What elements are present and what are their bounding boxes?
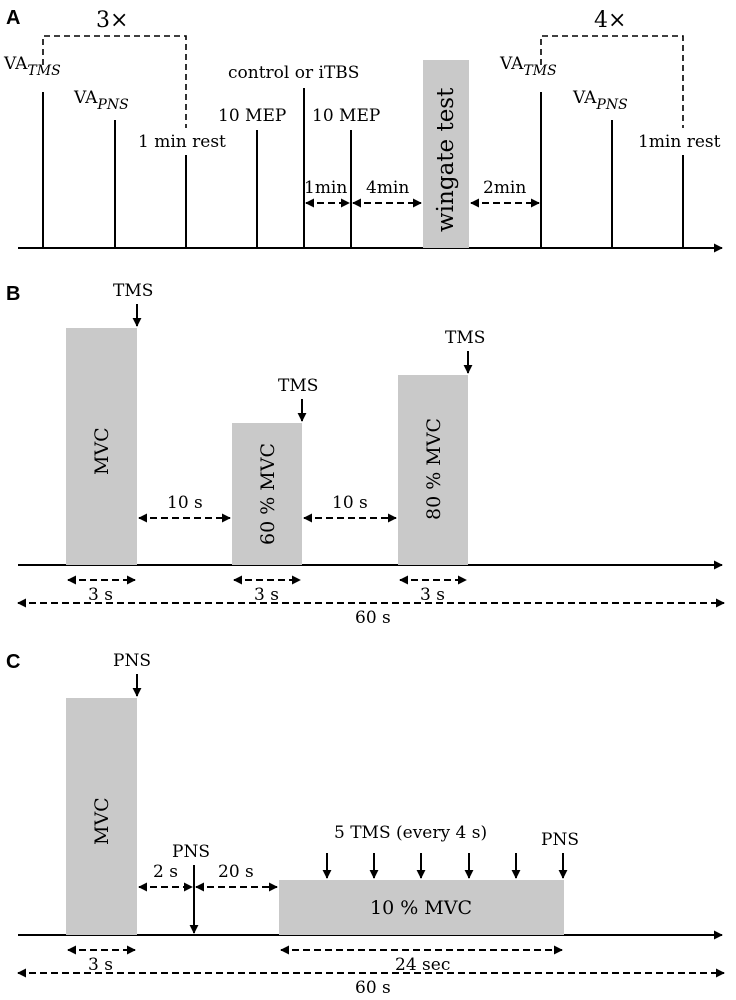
va-pns-label: VAPNS xyxy=(73,88,129,113)
va-pns2-label: VAPNS xyxy=(572,88,628,113)
mep2-label: 10 MEP xyxy=(312,106,380,126)
tms-train-label: 5 TMS (every 4 s) xyxy=(334,823,487,843)
gap-2min-label: 2min xyxy=(483,178,526,198)
repeat-count-right: 4× xyxy=(594,8,626,33)
pns-label-3: PNS xyxy=(541,830,579,850)
panel-c-letter: C xyxy=(6,651,20,673)
va-tms2-label: VATMS xyxy=(499,54,557,79)
panel-b: B MVC 60 % MVC 80 % MVC TMS TMS TMS 10 s… xyxy=(6,281,725,628)
total-60s-label-c: 60 s xyxy=(355,978,391,998)
mvc-label-c: MVC xyxy=(91,797,113,845)
repeat-bracket-right xyxy=(540,35,684,128)
mvc-block xyxy=(66,328,137,565)
tms-label-1: TMS xyxy=(113,281,153,301)
pns-label-1: PNS xyxy=(113,651,151,671)
wingate-test-label: wingate test xyxy=(433,87,459,232)
tms-label-3: TMS xyxy=(445,328,485,348)
mvc80-block xyxy=(398,375,468,565)
mvc60-label: 60 % MVC xyxy=(257,443,279,545)
mvc80-label: 80 % MVC xyxy=(423,418,445,520)
gap-4min-label: 4min xyxy=(366,178,409,198)
gap-1min-label: 1min xyxy=(304,178,347,198)
total-60s-label-b: 60 s xyxy=(355,608,391,628)
mvc10-block xyxy=(279,880,564,935)
intervention-label: control or iTBS xyxy=(228,63,359,83)
repeat-bracket-left xyxy=(42,35,187,128)
tms-label-2: TMS xyxy=(278,376,318,396)
rest2-label: 1min rest xyxy=(638,132,721,152)
gap-2s-label: 2 s xyxy=(153,862,178,882)
panel-c: C MVC PNS PNS 2 s 20 s 10 % MVC 5 TMS (e… xyxy=(6,651,725,998)
panel-b-letter: B xyxy=(6,283,20,305)
mvc60-block xyxy=(232,423,302,565)
gap-10s-label-1: 10 s xyxy=(167,493,203,513)
wingate-test-block xyxy=(423,60,469,248)
mvc-block-c xyxy=(66,698,137,935)
pns-label-2: PNS xyxy=(172,842,210,862)
rest-label: 1 min rest xyxy=(138,132,226,152)
gap-20s-label: 20 s xyxy=(218,862,254,882)
panel-a-letter: A xyxy=(6,7,20,29)
mep1-label: 10 MEP xyxy=(218,106,286,126)
va-tms-label: VATMS xyxy=(3,54,61,79)
mvc10-label: 10 % MVC xyxy=(370,897,472,919)
repeat-count-left: 3× xyxy=(96,8,128,33)
panel-a: A 3× 4× VATMS VAPNS 1 min rest 10 MEP co… xyxy=(3,7,723,253)
gap-10s-label-2: 10 s xyxy=(332,493,368,513)
mvc-label: MVC xyxy=(91,427,113,475)
